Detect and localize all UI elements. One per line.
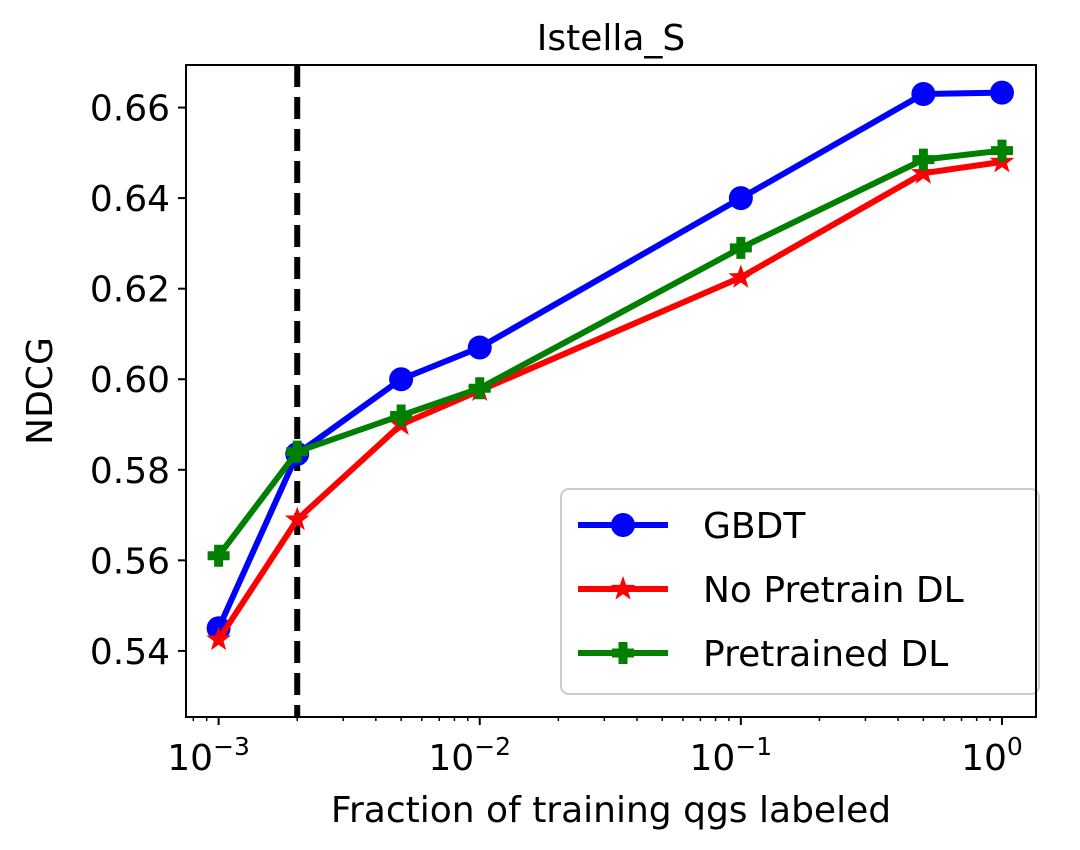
data-point-pretrained-dl [990,139,1013,162]
data-point-pretrained-dl [912,148,935,171]
legend-marker-no-pretrain-dl [610,576,636,600]
data-point-pretrained-dl [390,404,413,427]
data-point-pretrained-dl [729,236,752,259]
data-point-no-pretrain-dl [911,160,936,184]
x-tick-label: 10−2 [428,732,511,779]
x-tick-label: 10−1 [690,732,773,779]
data-point-gbdt [467,335,492,360]
y-tick-label: 0.62 [90,270,170,311]
legend: GBDT No Pretrain DL Pretrained DL [560,488,1040,695]
plot-area: 0.54 0.56 0.58 0.60 0.62 0.64 0.66 10−3 10−2 10−1… [90,65,1023,779]
data-point-no-pretrain-dl [284,506,310,531]
data-point-no-pretrain-dl [206,626,231,651]
y-axis-label: NDCG [20,337,61,445]
legend-marker-gbdt [611,513,635,537]
y-tick-label: 0.58 [90,451,170,492]
data-point-no-pretrain-dl [728,264,754,288]
legend-box [560,488,1040,695]
data-point-gbdt [911,81,936,106]
x-tick-label: 10−3 [167,732,250,779]
data-point-gbdt [989,80,1014,105]
y-tick-label: 0.66 [90,89,170,130]
y-tick-label: 0.54 [90,632,170,673]
x-tick-label: 100 [961,732,1023,779]
y-tick-label: 0.56 [90,541,170,582]
data-point-gbdt [728,186,753,211]
data-point-pretrained-dl [286,440,309,463]
plot-frame [185,64,1037,718]
data-point-pretrained-dl [207,544,230,567]
legend-marker-pretrained-dl [612,642,634,664]
y-tick-label: 0.60 [90,360,170,401]
x-axis-label: Fraction of training qgs labeled [331,790,891,831]
data-point-pretrained-dl [468,377,491,400]
y-tick-label: 0.64 [90,179,170,220]
data-point-gbdt [389,367,414,392]
legend-label-gbdt: GBDT [703,506,806,547]
legend-label-no-pretrain-dl: No Pretrain DL [703,570,964,611]
legend-label-pretrained-dl: Pretrained DL [703,634,948,675]
chart-title: Istella_S [537,18,686,59]
